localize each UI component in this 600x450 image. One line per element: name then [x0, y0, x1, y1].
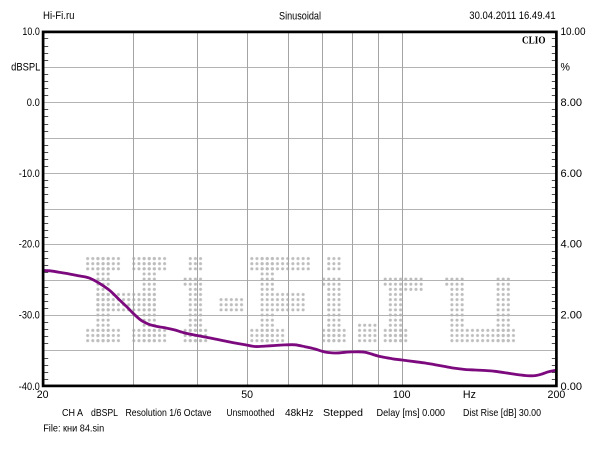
svg-text:100: 100 — [393, 389, 411, 401]
svg-text:CLIO: CLIO — [522, 34, 546, 46]
svg-text:0.0: 0.0 — [27, 97, 40, 109]
svg-text:50: 50 — [241, 389, 253, 401]
svg-text:2.00: 2.00 — [561, 310, 583, 322]
svg-text:Delay [ms] 0.000: Delay [ms] 0.000 — [377, 408, 446, 419]
svg-text:10.0: 10.0 — [22, 26, 39, 38]
svg-text:%: % — [561, 62, 571, 74]
svg-text:10.00: 10.00 — [561, 26, 586, 38]
svg-text:dBSPL: dBSPL — [91, 408, 118, 419]
svg-text:Sinusoidal: Sinusoidal — [279, 10, 321, 22]
svg-text:Resolution 1/6 Octave: Resolution 1/6 Octave — [126, 408, 212, 419]
svg-text:Stepped: Stepped — [323, 408, 363, 419]
svg-text:Dist Rise [dB] 30.00: Dist Rise [dB] 30.00 — [463, 408, 541, 419]
svg-text:6.00: 6.00 — [561, 168, 583, 180]
svg-text:-10.0: -10.0 — [19, 168, 40, 180]
svg-text:8.00: 8.00 — [561, 97, 583, 109]
svg-text:4.00: 4.00 — [561, 239, 583, 251]
svg-text:CH A: CH A — [62, 408, 83, 419]
svg-text:0.00: 0.00 — [561, 381, 583, 393]
svg-text:Hz: Hz — [463, 389, 476, 401]
svg-text:File: кни 84.sin: File: кни 84.sin — [43, 424, 104, 435]
svg-text:-40.0: -40.0 — [19, 381, 40, 393]
svg-text:-20.0: -20.0 — [19, 239, 40, 251]
svg-text:Unsmoothed: Unsmoothed — [227, 408, 275, 419]
svg-text:48kHz: 48kHz — [285, 408, 314, 419]
svg-text:-30.0: -30.0 — [19, 310, 40, 322]
svg-text:Hi-Fi.ru: Hi-Fi.ru — [43, 10, 75, 22]
svg-text:dBSPL: dBSPL — [11, 62, 40, 74]
svg-text:200: 200 — [548, 389, 566, 401]
svg-text:20: 20 — [37, 389, 49, 401]
svg-text:30.04.2011 16.49.41: 30.04.2011 16.49.41 — [469, 10, 555, 22]
